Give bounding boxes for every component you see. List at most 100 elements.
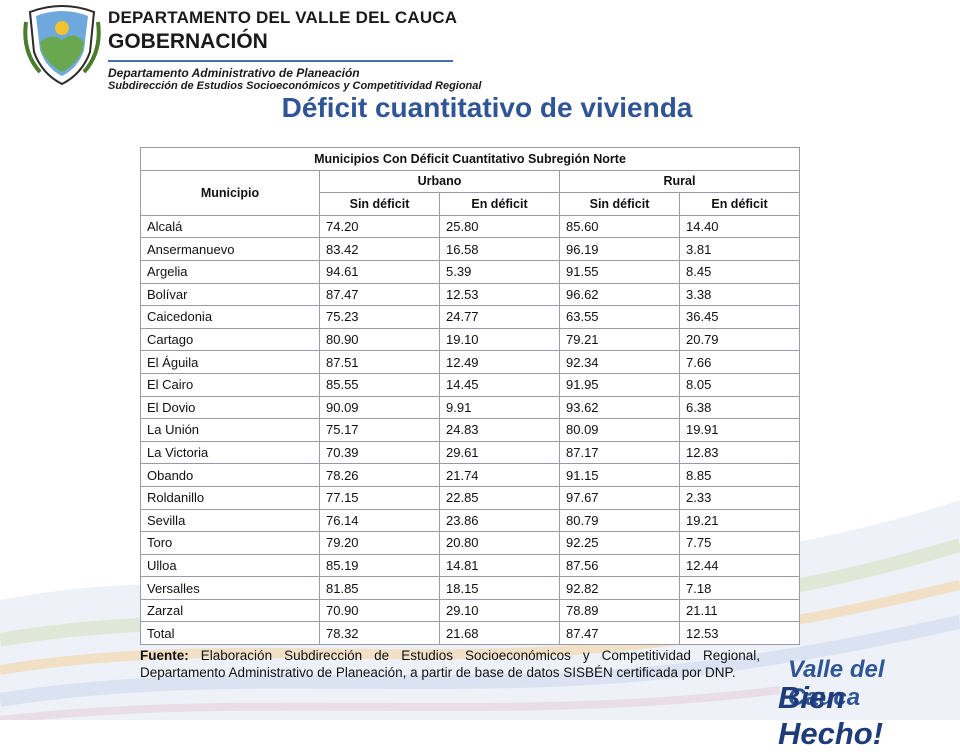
value-cell: 93.62 (559, 395, 680, 420)
table-caption: Municipios Con Déficit Cuantitativo Subr… (140, 147, 800, 171)
value-cell: 92.34 (559, 350, 680, 374)
value-cell: 80.90 (319, 327, 440, 352)
header-rural-en-deficit: En déficit (679, 192, 800, 216)
municipio-cell: La Victoria (140, 440, 320, 465)
department-emblem-icon (23, 5, 101, 86)
table-row: Total 78.32 21.68 87.47 12.53 (140, 621, 800, 646)
value-cell: 94.61 (319, 259, 440, 284)
value-cell: 91.15 (559, 463, 680, 487)
value-cell: 8.05 (679, 372, 800, 397)
value-cell: 18.15 (439, 576, 560, 600)
table-row: Zarzal 70.90 29.10 78.89 21.11 (140, 598, 800, 623)
municipio-cell: Argelia (140, 259, 320, 284)
municipio-cell: Zarzal (140, 598, 320, 623)
value-cell: 3.81 (679, 237, 800, 261)
table-row: Sevilla 76.14 23.86 80.79 19.21 (140, 508, 800, 533)
value-cell: 76.14 (319, 508, 440, 533)
municipio-cell: Ulloa (140, 553, 320, 578)
deficit-table: Municipios Con Déficit Cuantitativo Subr… (140, 147, 800, 646)
table-row: Alcalá 74.20 25.80 85.60 14.40 (140, 214, 800, 239)
header-municipio: Municipio (140, 169, 320, 216)
brand-line-1: Valle del Cauca (788, 656, 885, 711)
value-cell: 7.18 (679, 576, 800, 600)
header-rule (108, 60, 453, 62)
municipio-cell: Cartago (140, 327, 320, 352)
value-cell: 80.79 (559, 508, 680, 533)
value-cell: 96.62 (559, 282, 680, 307)
value-cell: 5.39 (439, 259, 560, 284)
source-label: Fuente: (140, 648, 189, 663)
value-cell: 70.39 (319, 440, 440, 465)
value-cell: 63.55 (559, 305, 680, 329)
value-cell: 8.85 (679, 463, 800, 487)
table-row: Argelia 94.61 5.39 91.55 8.45 (140, 259, 800, 284)
value-cell: 85.55 (319, 372, 440, 397)
table-row: El Águila 87.51 12.49 92.34 7.66 (140, 350, 800, 374)
value-cell: 21.74 (439, 463, 560, 487)
value-cell: 29.61 (439, 440, 560, 465)
value-cell: 24.83 (439, 418, 560, 442)
value-cell: 7.66 (679, 350, 800, 374)
value-cell: 19.10 (439, 327, 560, 352)
value-cell: 8.45 (679, 259, 800, 284)
table-row: Toro 79.20 20.80 92.25 7.75 (140, 531, 800, 555)
value-cell: 79.21 (559, 327, 680, 352)
value-cell: 85.19 (319, 553, 440, 578)
value-cell: 87.17 (559, 440, 680, 465)
municipio-cell: Ansermanuevo (140, 237, 320, 261)
planning-department: Departamento Administrativo de Planeació… (108, 66, 360, 80)
value-cell: 2.33 (679, 485, 800, 510)
municipio-cell: Obando (140, 463, 320, 487)
municipio-cell: Alcalá (140, 214, 320, 239)
municipio-cell: El Dovio (140, 395, 320, 420)
value-cell: 87.56 (559, 553, 680, 578)
value-cell: 19.21 (679, 508, 800, 533)
header: DEPARTAMENTO DEL VALLE DEL CAUCA GOBERNA… (0, 0, 960, 92)
page-title: Déficit cuantitativo de vivienda (281, 92, 693, 123)
value-cell: 87.47 (559, 621, 680, 646)
value-cell: 70.90 (319, 598, 440, 623)
value-cell: 78.89 (559, 598, 680, 623)
value-cell: 78.32 (319, 621, 440, 646)
value-cell: 78.26 (319, 463, 440, 487)
table-row: La Unión 75.17 24.83 80.09 19.91 (140, 418, 800, 442)
value-cell: 87.47 (319, 282, 440, 307)
value-cell: 87.51 (319, 350, 440, 374)
value-cell: 85.60 (559, 214, 680, 239)
value-cell: 91.95 (559, 372, 680, 397)
value-cell: 9.91 (439, 395, 560, 420)
municipio-cell: El Águila (140, 350, 320, 374)
table-row: Obando 78.26 21.74 91.15 8.85 (140, 463, 800, 487)
value-cell: 90.09 (319, 395, 440, 420)
value-cell: 81.85 (319, 576, 440, 600)
value-cell: 29.10 (439, 598, 560, 623)
governance-name: GOBERNACIÓN (108, 30, 268, 53)
table-row: Cartago 80.90 19.10 79.21 20.79 (140, 327, 800, 352)
value-cell: 14.45 (439, 372, 560, 397)
municipio-cell: Bolívar (140, 282, 320, 307)
value-cell: 24.77 (439, 305, 560, 329)
value-cell: 21.68 (439, 621, 560, 646)
value-cell: 12.49 (439, 350, 560, 374)
municipio-cell: La Unión (140, 418, 320, 442)
header-rural-sin-deficit: Sin déficit (559, 192, 680, 216)
value-cell: 74.20 (319, 214, 440, 239)
value-cell: 96.19 (559, 237, 680, 261)
source-note: Fuente: Elaboración Subdirección de Estu… (140, 647, 760, 681)
value-cell: 92.82 (559, 576, 680, 600)
value-cell: 77.15 (319, 485, 440, 510)
table-row: El Cairo 85.55 14.45 91.95 8.05 (140, 372, 800, 397)
value-cell: 80.09 (559, 418, 680, 442)
table-row: Versalles 81.85 18.15 92.82 7.18 (140, 576, 800, 600)
value-cell: 14.81 (439, 553, 560, 578)
value-cell: 12.53 (679, 621, 800, 646)
value-cell: 75.17 (319, 418, 440, 442)
value-cell: 7.75 (679, 531, 800, 555)
header-urbano-sin-deficit: Sin déficit (319, 192, 440, 216)
municipio-cell: Toro (140, 531, 320, 555)
value-cell: 19.91 (679, 418, 800, 442)
value-cell: 12.83 (679, 440, 800, 465)
value-cell: 97.67 (559, 485, 680, 510)
value-cell: 12.53 (439, 282, 560, 307)
value-cell: 25.80 (439, 214, 560, 239)
